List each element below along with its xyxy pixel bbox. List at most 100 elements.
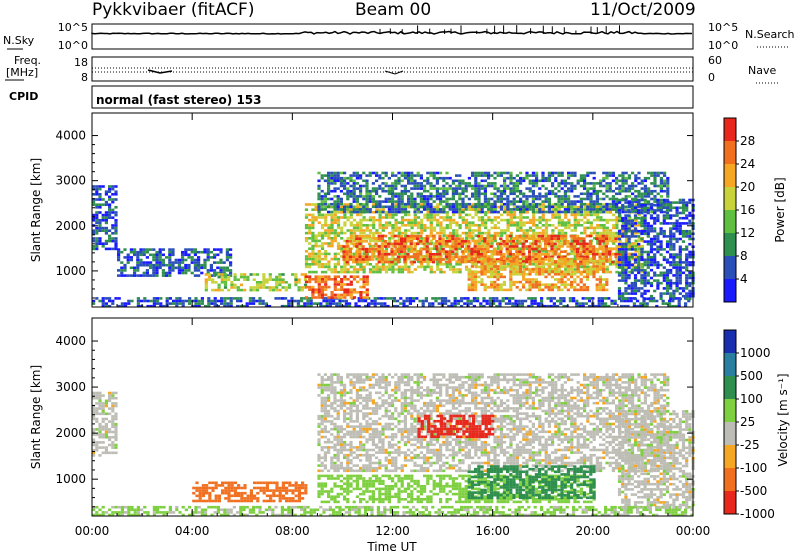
data-cell <box>333 179 337 183</box>
data-cell <box>455 208 459 211</box>
data-cell <box>468 213 472 217</box>
data-cell <box>394 226 398 230</box>
data-cell <box>399 297 403 300</box>
data-cell <box>528 195 532 198</box>
data-cell <box>536 304 540 308</box>
data-cell <box>284 286 288 289</box>
data-cell <box>615 176 619 180</box>
data-cell <box>200 299 204 303</box>
data-cell <box>522 176 526 180</box>
data-cell <box>474 187 478 190</box>
data-cell <box>442 179 446 183</box>
data-cell <box>373 297 377 300</box>
data-cell <box>227 288 231 292</box>
data-cell <box>490 210 494 214</box>
data-cell <box>541 171 545 175</box>
data-cell <box>362 278 366 281</box>
data-cell <box>355 176 359 180</box>
data-cell <box>484 231 488 235</box>
data-cell <box>413 231 417 235</box>
data-cell <box>262 275 266 279</box>
data-cell <box>608 258 612 261</box>
data-cell <box>308 231 312 235</box>
data-cell <box>352 291 357 294</box>
data-cell <box>439 244 443 248</box>
data-cell <box>348 240 352 243</box>
data-cell <box>333 218 337 222</box>
data-cell <box>567 174 571 177</box>
data-cell <box>111 247 115 251</box>
data-cell <box>213 253 217 257</box>
data-cell <box>615 234 619 237</box>
data-cell <box>114 242 118 245</box>
data-cell <box>464 195 468 198</box>
data-cell <box>436 218 440 222</box>
data-cell <box>368 174 372 177</box>
data-cell <box>570 184 574 188</box>
data-cell <box>423 237 427 240</box>
data-cell <box>464 184 468 188</box>
data-cell <box>327 182 331 185</box>
data-cell <box>308 237 312 240</box>
data-cell <box>442 187 446 190</box>
data-cell <box>659 179 663 183</box>
data-cell <box>336 247 341 250</box>
data-cell <box>226 304 230 308</box>
data-cell <box>582 265 586 268</box>
data-cell <box>515 273 519 276</box>
data-cell <box>445 182 449 185</box>
data-cell <box>576 240 580 243</box>
data-cell <box>193 269 197 272</box>
data-cell <box>352 208 356 211</box>
data-cell <box>372 221 376 224</box>
data-cell <box>522 200 526 203</box>
data-cell <box>381 239 385 243</box>
data-cell <box>452 239 456 243</box>
data-cell <box>380 255 384 259</box>
data-cell <box>493 280 497 284</box>
data-cell <box>229 304 233 308</box>
data-cell <box>108 208 112 212</box>
data-cell <box>317 187 321 190</box>
data-cell <box>220 288 224 292</box>
data-cell <box>634 176 638 180</box>
data-cell <box>525 237 529 240</box>
data-cell <box>515 187 519 190</box>
data-cell <box>187 253 191 257</box>
data-cell <box>200 271 204 275</box>
data-cell <box>327 210 331 214</box>
data-cell <box>139 250 143 254</box>
data-cell <box>296 299 300 303</box>
data-cell <box>525 187 529 190</box>
data-cell <box>308 265 312 269</box>
data-cell <box>98 203 102 206</box>
data-cell <box>458 187 462 190</box>
data-cell <box>304 224 309 227</box>
data-cell <box>356 275 360 278</box>
data-cell <box>509 200 513 203</box>
data-cell <box>92 245 96 248</box>
data-cell <box>444 260 448 264</box>
data-cell <box>519 200 523 203</box>
data-cell <box>586 275 590 279</box>
data-cell <box>343 239 347 243</box>
data-cell <box>420 231 424 235</box>
data-cell <box>345 255 349 259</box>
data-cell <box>278 283 282 287</box>
data-cell <box>457 245 461 248</box>
data-cell <box>525 176 529 180</box>
data-cell <box>336 208 340 211</box>
data-cell <box>496 275 500 279</box>
data-cell <box>615 208 619 211</box>
data-cell <box>206 271 210 275</box>
data-cell <box>407 270 411 274</box>
data-cell <box>171 248 175 251</box>
data-cell <box>467 176 471 180</box>
data-cell <box>490 239 494 243</box>
data-cell <box>595 192 599 196</box>
data-cell <box>551 174 555 177</box>
data-cell <box>403 184 407 188</box>
data-cell <box>445 202 449 206</box>
data-cell <box>362 229 366 232</box>
data-cell <box>496 187 500 190</box>
